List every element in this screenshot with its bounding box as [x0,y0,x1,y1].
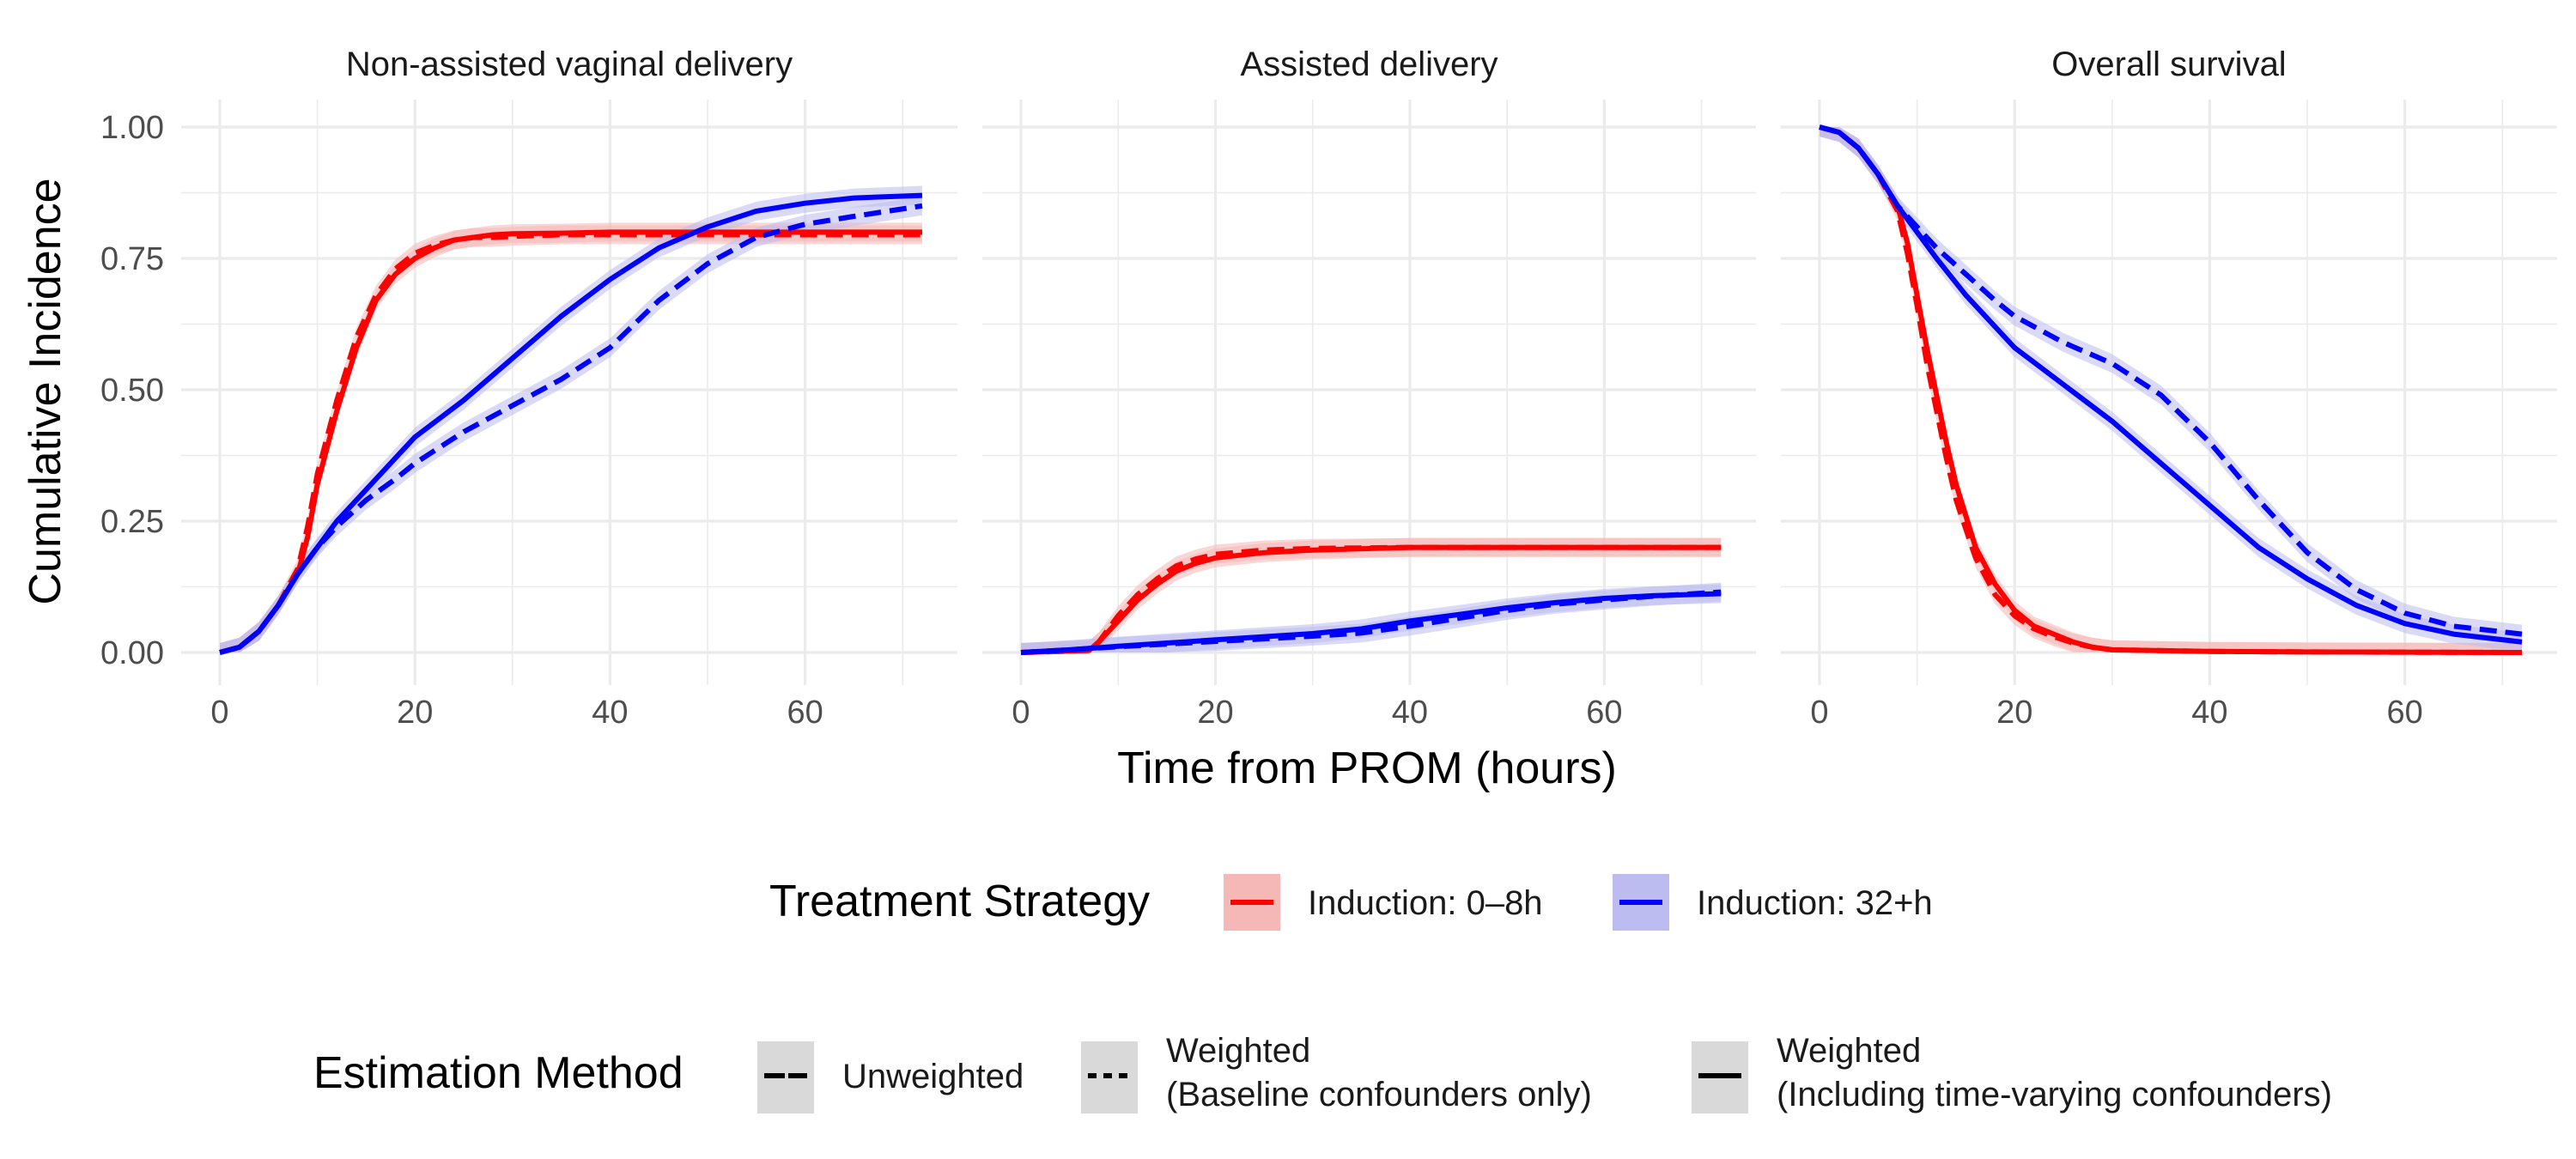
legend-treatment-item: Induction: 0–8h [1224,874,1543,931]
x-tick-label: 0 [1810,695,1828,731]
panel-title: Overall survival [2051,46,2286,83]
series-line-3 [1819,124,2523,645]
panel-2: Assisted delivery 0 20 40 60 [982,46,1756,731]
confidence-band [220,225,922,652]
legend-method-label: Weighted [1777,1032,1921,1070]
y-axis-title: Cumulative Incidence [21,178,70,604]
x-tick-label: 60 [2387,695,2423,731]
x-tick-label: 60 [787,695,823,731]
legend-method-item: Weighted (Baseline confounders only) [1081,1032,1592,1113]
confidence-band [1021,537,1722,652]
x-tick-label: 20 [1197,695,1233,731]
x-axis-title: Time from PROM (hours) [1117,743,1617,793]
x-tick-label: 60 [1586,695,1622,731]
x-tick-label: 0 [210,695,228,731]
y-tick-label: 0.50 [100,373,164,409]
legend-treatment-label: Induction: 32+h [1697,884,1933,922]
x-tick-label: 40 [592,695,628,731]
confidence-band [220,196,922,652]
confidence-band [1820,127,2522,644]
panels-layer: Non-assisted vaginal delivery 0 20 40 60 0.00… [100,46,2557,731]
legend-treatment-items: Induction: 0–8h Induction: 32+h [1224,874,1933,931]
x-tick-label: 20 [397,695,433,731]
confidence-band [1021,582,1722,652]
series-line-2 [1819,124,2523,655]
legend-treatment-item: Induction: 32+h [1613,874,1933,931]
panel-1: Non-assisted vaginal delivery 0 20 40 60 0.00… [100,46,957,731]
legend-method-label: (Including time-varying confounders) [1777,1076,2332,1113]
series-line-2 [1020,544,1722,655]
panel-title: Non-assisted vaginal delivery [346,46,793,83]
x-tick-label: 40 [2191,695,2227,731]
panel-3: Overall survival 0 20 40 60 [1781,46,2557,731]
legend-method-label: Weighted [1166,1032,1310,1070]
legend-method-item: Unweighted [757,1041,1024,1113]
series-line-4 [1020,589,1722,655]
legend-method-label: Unweighted [842,1058,1024,1095]
legend-method-items: Unweighted Weighted (Baseline confounders … [757,1032,2332,1113]
series-line-2 [219,232,922,655]
panel-title: Assisted delivery [1240,46,1498,83]
confidence-band [220,185,922,652]
x-tick-label: 40 [1392,695,1428,731]
legend-treatment: Treatment Strategy Induction: 0–8h Induct… [769,874,1933,931]
legend-method-title: Estimation Method [313,1048,683,1098]
legend-method-item: Weighted (Including time-varying confound… [1692,1032,2332,1113]
legend-treatment-label: Induction: 0–8h [1308,884,1543,922]
series-line-3 [219,192,923,655]
x-tick-label: 20 [1996,695,2032,731]
series-line-4 [1819,124,2523,637]
y-tick-label: 0.25 [100,504,164,540]
series-line-4 [219,203,923,655]
x-tick-label: 0 [1012,695,1030,731]
legend-treatment-title: Treatment Strategy [769,877,1150,926]
legend-method-label: (Baseline confounders only) [1166,1076,1592,1113]
y-tick-label: 0.75 [100,241,164,277]
legend-method: Estimation Method Unweighted Weighted (Bas… [313,1032,2332,1113]
y-tick-label: 1.00 [100,110,164,146]
y-tick-label: 0.00 [100,635,164,671]
